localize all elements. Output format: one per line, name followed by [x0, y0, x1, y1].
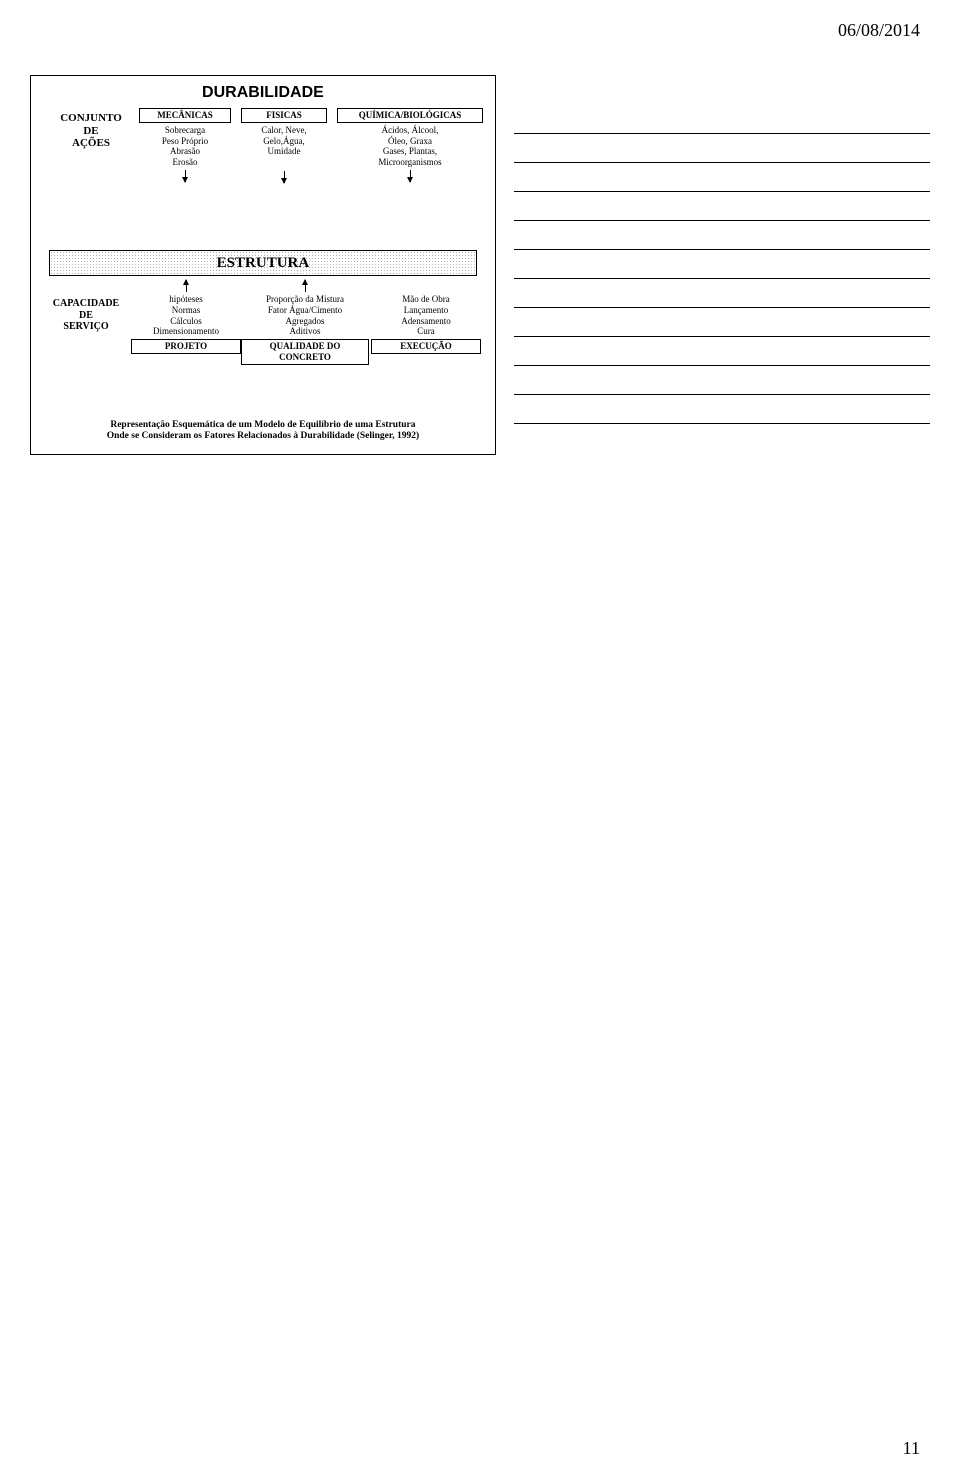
panel-title: DURABILIDADE — [41, 84, 485, 102]
bottom-half: CAPACIDADE DE SERVIÇO hipóteses Normas C… — [41, 278, 485, 418]
arrow-down-icon — [410, 170, 411, 182]
text: Umidade — [241, 146, 327, 157]
text: Adensamento — [371, 316, 481, 327]
text: Gases, Plantas, — [337, 146, 483, 157]
box-line: QUALIDADE DO — [270, 341, 341, 351]
arrow-up-icon — [186, 280, 187, 292]
group-box: EXECUÇÃO — [371, 339, 481, 354]
text: Lançamento — [371, 305, 481, 316]
text: Fator Água/Cimento — [241, 305, 369, 316]
cap-line: CAPACIDADE — [41, 298, 131, 310]
group-lines: Sobrecarga Peso Próprio Abrasão Erosão — [139, 125, 231, 168]
left-label-line: CONJUNTO — [41, 112, 141, 125]
text: Dimensionamento — [131, 326, 241, 337]
ruled-line — [514, 366, 930, 395]
caption-line: Representação Esquemática de um Modelo d… — [41, 420, 485, 431]
text: Cura — [371, 326, 481, 337]
cap-line: SERVIÇO — [41, 321, 131, 333]
ruled-line — [514, 134, 930, 163]
text: Proporção da Mistura — [241, 294, 369, 305]
caption-line: Onde se Consideram os Fatores Relacionad… — [41, 431, 485, 442]
ruled-line — [514, 221, 930, 250]
ruled-line — [514, 337, 930, 366]
text: Ácidos, Álcool, — [337, 125, 483, 136]
group-fisicas: FISICAS Calor, Neve, Gelo,Água, Umidade — [241, 108, 327, 183]
ruled-lines-column — [514, 75, 930, 455]
text: Microorganismos — [337, 157, 483, 168]
group-lines: hipóteses Normas Cálculos Dimensionament… — [131, 294, 241, 337]
group-lines: Mão de Obra Lançamento Adensamento Cura — [371, 294, 481, 337]
ruled-line — [514, 250, 930, 279]
arrow-down-icon — [284, 171, 285, 183]
ruled-line — [514, 308, 930, 337]
page-number: 11 — [903, 1438, 920, 1459]
text: Peso Próprio — [139, 136, 231, 147]
divider-bar: ESTRUTURA — [49, 250, 477, 276]
group-head: FISICAS — [241, 108, 327, 123]
ruled-line — [514, 163, 930, 192]
box-line: CONCRETO — [279, 352, 331, 362]
group-qualidade: Proporção da Mistura Fator Água/Cimento … — [241, 280, 369, 365]
cap-line: DE — [41, 310, 131, 322]
text: Normas — [131, 305, 241, 316]
group-head: QUÍMICA/BIOLÓGICAS — [337, 108, 483, 123]
group-projeto: hipóteses Normas Cálculos Dimensionament… — [131, 280, 241, 354]
text: Gelo,Água, — [241, 136, 327, 147]
ruled-line — [514, 105, 930, 134]
group-lines: Ácidos, Álcool, Óleo, Graxa Gases, Plant… — [337, 125, 483, 168]
footer-caption: Representação Esquemática de um Modelo d… — [41, 420, 485, 443]
group-execucao: Mão de Obra Lançamento Adensamento Cura … — [371, 280, 481, 354]
diagram-panel: DURABILIDADE CONJUNTO DE AÇÕES MECÂNICAS… — [30, 75, 496, 455]
group-mecanicas: MECÂNICAS Sobrecarga Peso Próprio Abrasã… — [139, 108, 231, 182]
text: Sobrecarga — [139, 125, 231, 136]
group-lines: Proporção da Mistura Fator Água/Cimento … — [241, 294, 369, 337]
date-text: 06/08/2014 — [838, 20, 920, 41]
text: hipóteses — [131, 294, 241, 305]
top-half: CONJUNTO DE AÇÕES MECÂNICAS Sobrecarga P… — [41, 108, 485, 248]
text: Aditivos — [241, 326, 369, 337]
text: Óleo, Graxa — [337, 136, 483, 147]
ruled-line — [514, 279, 930, 308]
content-region: DURABILIDADE CONJUNTO DE AÇÕES MECÂNICAS… — [30, 75, 930, 455]
group-lines: Calor, Neve, Gelo,Água, Umidade — [241, 125, 327, 157]
arrow-up-icon — [305, 280, 306, 292]
left-label: CONJUNTO DE AÇÕES — [41, 112, 141, 150]
text: Abrasão — [139, 146, 231, 157]
left-label-line: DE — [41, 125, 141, 138]
text: Erosão — [139, 157, 231, 168]
ruled-line — [514, 192, 930, 221]
group-head: MECÂNICAS — [139, 108, 231, 123]
text: Mão de Obra — [371, 294, 481, 305]
group-box: QUALIDADE DO CONCRETO — [241, 339, 369, 365]
text: Calor, Neve, — [241, 125, 327, 136]
text: Agregados — [241, 316, 369, 327]
text: Cálculos — [131, 316, 241, 327]
group-quimica: QUÍMICA/BIOLÓGICAS Ácidos, Álcool, Óleo,… — [337, 108, 483, 182]
group-box: PROJETO — [131, 339, 241, 354]
arrow-down-icon — [185, 170, 186, 182]
capacity-label: CAPACIDADE DE SERVIÇO — [41, 298, 131, 333]
ruled-line — [514, 395, 930, 424]
divider-text: ESTRUTURA — [217, 255, 310, 272]
left-label-line: AÇÕES — [41, 137, 141, 150]
